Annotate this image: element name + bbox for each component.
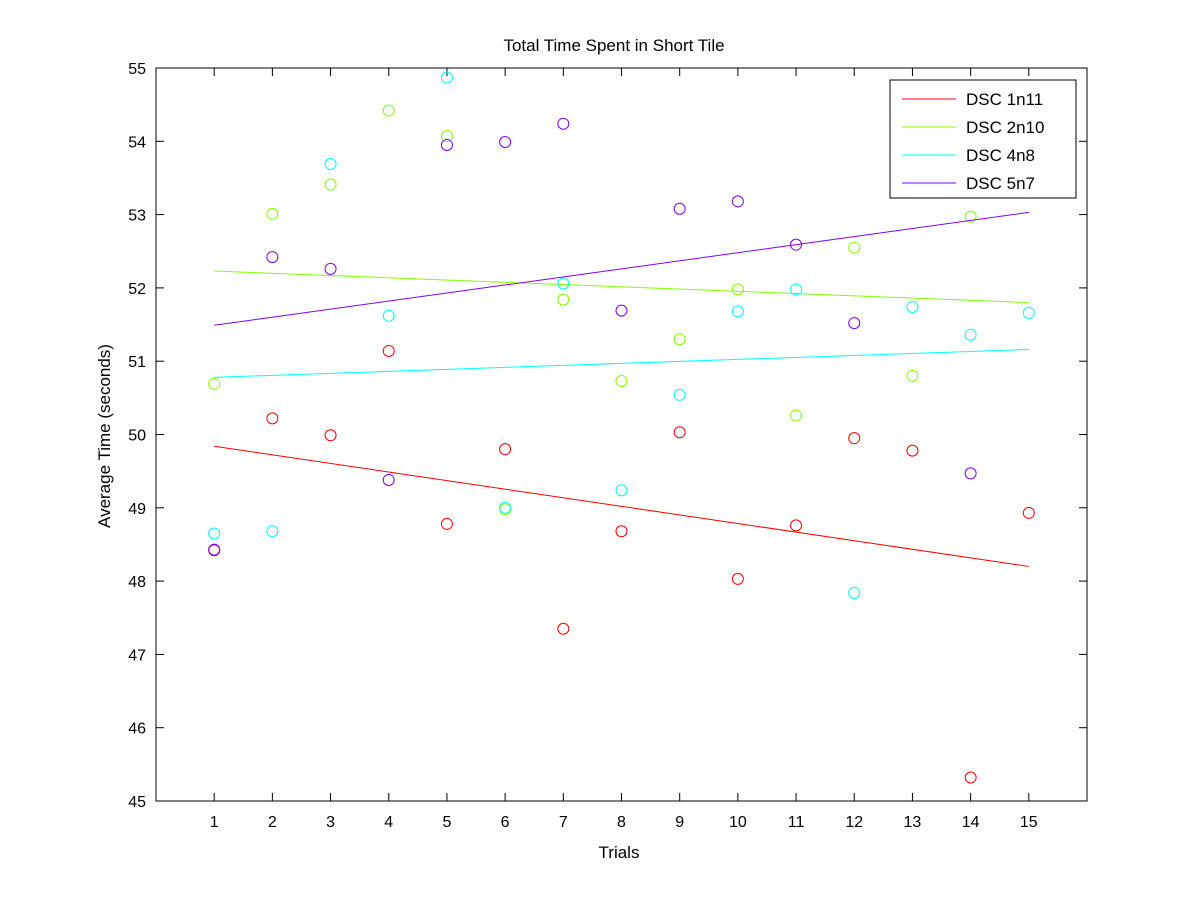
point-dsc-1n11	[266, 412, 279, 425]
y-tick-label: 51	[128, 354, 146, 371]
x-tick-label: 5	[442, 814, 451, 831]
point-dsc-2n10	[266, 207, 279, 220]
x-tick-label: 8	[617, 814, 626, 831]
x-tick-label: 6	[501, 814, 510, 831]
fit-line-dsc-4n8	[214, 348, 1029, 378]
y-tick-label: 45	[128, 794, 146, 811]
point-dsc-5n7	[790, 238, 803, 251]
legend: DSC 1n11 DSC 2n10 DSC 4n8 DSC 5n7	[889, 79, 1077, 199]
y-tick-label: 48	[128, 574, 146, 591]
point-dsc-5n7	[266, 251, 279, 264]
point-dsc-1n11	[848, 432, 861, 445]
point-dsc-2n10	[557, 293, 570, 306]
point-dsc-2n10	[324, 178, 337, 191]
point-dsc-5n7	[208, 543, 221, 556]
point-dsc-1n11	[1022, 506, 1035, 519]
x-tick-label: 12	[845, 814, 863, 831]
point-dsc-2n10	[673, 333, 686, 346]
y-tick-label: 52	[128, 281, 146, 298]
point-dsc-1n11	[790, 519, 803, 532]
point-dsc-2n10	[382, 104, 395, 117]
point-dsc-2n10	[440, 130, 453, 143]
y-tick-label: 47	[128, 647, 146, 664]
point-dsc-1n11	[440, 517, 453, 530]
point-dsc-4n8	[615, 484, 628, 497]
legend-label-dsc-4n8: DSC 4n8	[966, 146, 1035, 165]
point-dsc-4n8	[673, 388, 686, 401]
x-tick-label: 15	[1020, 814, 1038, 831]
x-tick-label: 10	[729, 814, 747, 831]
y-tick-label: 50	[128, 428, 146, 445]
y-tick-label: 53	[128, 208, 146, 225]
point-dsc-4n8	[208, 527, 221, 540]
x-tick-label: 2	[268, 814, 277, 831]
point-dsc-5n7	[440, 138, 453, 151]
fit-line-dsc-5n7	[214, 211, 1029, 326]
point-dsc-4n8	[499, 501, 512, 514]
x-axis-title: Trials	[599, 843, 640, 862]
fit-line-dsc-1n11	[214, 445, 1029, 567]
point-dsc-5n7	[964, 467, 977, 480]
point-dsc-2n10	[615, 374, 628, 387]
point-dsc-2n10	[790, 409, 803, 422]
point-dsc-1n11	[615, 525, 628, 538]
point-dsc-4n8	[906, 300, 919, 313]
point-dsc-4n8	[731, 305, 744, 318]
point-dsc-5n7	[382, 473, 395, 486]
point-dsc-1n11	[557, 622, 570, 635]
point-dsc-5n7	[848, 317, 861, 330]
point-dsc-1n11	[906, 444, 919, 457]
point-dsc-2n10	[906, 369, 919, 382]
point-dsc-5n7	[499, 136, 512, 149]
point-dsc-1n11	[731, 572, 744, 585]
x-tick-label: 9	[675, 814, 684, 831]
chart-title: Total Time Spent in Short Tile	[503, 36, 724, 55]
y-tick-label: 46	[128, 721, 146, 738]
y-tick-label: 54	[128, 134, 146, 151]
point-dsc-4n8	[324, 158, 337, 171]
fit-line-dsc-2n10	[214, 270, 1029, 304]
legend-label-dsc-1n11: DSC 1n11	[966, 90, 1043, 109]
point-dsc-1n11	[499, 443, 512, 456]
point-dsc-4n8	[266, 525, 279, 538]
point-dsc-1n11	[382, 344, 395, 357]
point-dsc-5n7	[324, 262, 337, 275]
x-tick-label: 1	[210, 814, 219, 831]
point-dsc-1n11	[964, 771, 977, 784]
point-dsc-5n7	[557, 117, 570, 130]
point-dsc-2n10	[964, 210, 977, 223]
y-axis-title: Average Time (seconds)	[95, 344, 114, 528]
point-dsc-2n10	[208, 377, 221, 390]
point-dsc-4n8	[1022, 306, 1035, 319]
point-dsc-4n8	[557, 277, 570, 290]
x-tick-label: 14	[962, 814, 980, 831]
y-tick-label: 49	[128, 501, 146, 518]
point-dsc-4n8	[790, 283, 803, 296]
point-dsc-1n11	[324, 429, 337, 442]
point-dsc-4n8	[964, 328, 977, 341]
point-dsc-2n10	[848, 241, 861, 254]
point-dsc-5n7	[673, 202, 686, 215]
legend-label-dsc-2n10: DSC 2n10	[966, 118, 1044, 137]
point-dsc-1n11	[673, 426, 686, 439]
point-dsc-2n10	[731, 283, 744, 296]
x-tick-label: 3	[326, 814, 335, 831]
y-tick-label: 55	[128, 61, 146, 78]
x-tick-label: 13	[904, 814, 922, 831]
point-dsc-4n8	[440, 71, 453, 84]
x-tick-label: 4	[384, 814, 393, 831]
x-tick-label: 11	[788, 814, 805, 831]
x-tick-label: 7	[559, 814, 568, 831]
legend-box	[889, 79, 1077, 199]
point-dsc-5n7	[731, 195, 744, 208]
legend-label-dsc-5n7: DSC 5n7	[966, 174, 1035, 193]
point-dsc-5n7	[615, 304, 628, 317]
point-dsc-4n8	[382, 309, 395, 322]
point-dsc-4n8	[848, 586, 861, 599]
